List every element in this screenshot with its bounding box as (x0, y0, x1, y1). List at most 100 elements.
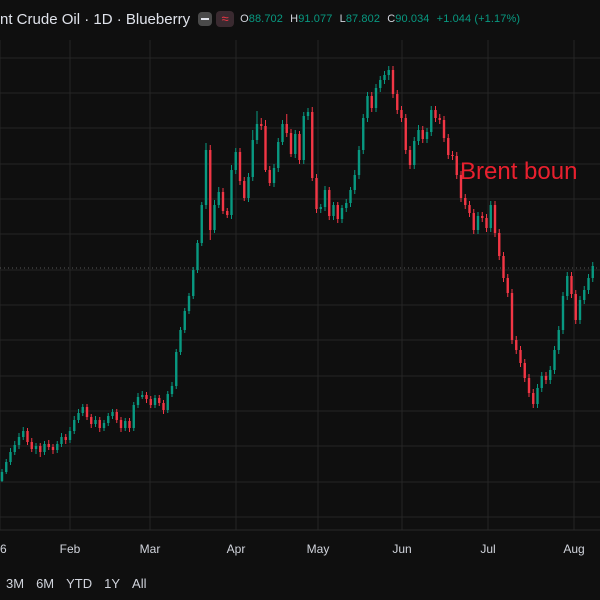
candle-body (430, 110, 433, 132)
candle-body (5, 462, 8, 472)
candle-body (247, 177, 250, 198)
candle-body (200, 205, 203, 243)
candle-body (413, 141, 416, 165)
candle-body (13, 445, 16, 452)
candle-body (136, 397, 140, 405)
candle-body (255, 124, 259, 140)
candle-body (485, 218, 488, 228)
candle-body (111, 412, 114, 416)
candle-body (43, 444, 46, 452)
wave-icon[interactable]: ≈ (216, 11, 235, 27)
candle-body (357, 150, 361, 175)
candle-body (459, 175, 463, 198)
x-tick-label: Mar (140, 542, 161, 556)
candle-body (370, 96, 373, 108)
candle-body (353, 175, 356, 190)
candle-body (209, 150, 212, 230)
candle-body (281, 124, 284, 142)
candle-body (166, 394, 169, 410)
candle-body (498, 233, 501, 256)
candle-body (98, 420, 101, 428)
symbol-title[interactable]: nt Crude Oil · 1D · Blueberry (0, 10, 191, 28)
range-all[interactable]: All (132, 576, 147, 591)
candle-body (213, 205, 216, 230)
candle-body (464, 198, 467, 205)
candle-body (472, 213, 475, 230)
candle-body (238, 152, 242, 181)
candle-body (332, 205, 335, 216)
candle-body (175, 352, 178, 386)
candle-body (132, 405, 135, 428)
candle-body (119, 420, 123, 428)
candle-body (302, 116, 305, 160)
candle-body (553, 350, 556, 370)
candle-body (502, 256, 505, 278)
candle-body (272, 168, 276, 183)
range-ytd[interactable]: YTD (66, 576, 93, 591)
candle-body (442, 120, 446, 138)
candle-body (340, 208, 344, 219)
candle-body (22, 431, 25, 437)
candle-body (489, 205, 492, 228)
candle-body (192, 270, 195, 296)
candle-body (425, 132, 429, 139)
candle-body (532, 393, 535, 404)
candle-body (124, 421, 127, 428)
candle-body (179, 330, 182, 352)
candle-body (408, 150, 412, 165)
candle-body (128, 421, 131, 428)
chart-header: nt Crude Oil · 1D · Blueberry ≈ O88.702 … (0, 6, 524, 32)
candle-body (383, 75, 386, 80)
candle-body (26, 431, 29, 442)
candle-body (561, 296, 565, 330)
candle-body (387, 70, 390, 75)
range-3m[interactable]: 3M (6, 576, 25, 591)
candle-body (362, 118, 365, 150)
candle-body (519, 350, 522, 363)
candle-body (583, 290, 586, 300)
candle-body (234, 152, 237, 170)
change-value: +1.044 (+1.17%) (436, 13, 521, 25)
candle-body (102, 423, 106, 428)
candle-body (591, 266, 594, 278)
candle-body (566, 276, 569, 296)
x-tick-label: Apr (227, 542, 246, 556)
candle-body (277, 142, 280, 168)
candle-body (243, 181, 246, 198)
candle-body (319, 207, 322, 209)
candle-body (145, 395, 148, 399)
candle-body (264, 126, 267, 170)
candle-body (379, 80, 382, 88)
candle-body (540, 376, 543, 388)
candle-body (527, 378, 531, 393)
candle-body (298, 134, 301, 160)
candle-body (421, 130, 424, 139)
candle-body (468, 205, 471, 213)
candle-body (417, 130, 420, 141)
candle-body (60, 437, 63, 444)
candle-body (391, 70, 395, 94)
range-1y[interactable]: 1Y (104, 576, 121, 591)
candle-body (196, 243, 199, 270)
candle-body (523, 363, 526, 378)
candle-body (570, 276, 573, 294)
candle-body (115, 412, 118, 420)
candle-body (268, 170, 271, 183)
candle-body (217, 192, 220, 205)
candle-body (336, 205, 339, 219)
candle-body (170, 386, 174, 394)
candle-body (204, 150, 208, 205)
candle-body (400, 110, 403, 118)
candle-body (39, 446, 42, 452)
collapse-icon[interactable] (198, 12, 213, 26)
candle-body (9, 452, 12, 462)
range-6m[interactable]: 6M (36, 576, 55, 591)
candle-body (81, 407, 84, 413)
candle-body (183, 311, 186, 330)
candle-body (294, 134, 297, 154)
candle-body (30, 442, 33, 449)
candle-body (447, 138, 450, 155)
candle-body (549, 370, 552, 380)
candle-body (306, 112, 310, 116)
